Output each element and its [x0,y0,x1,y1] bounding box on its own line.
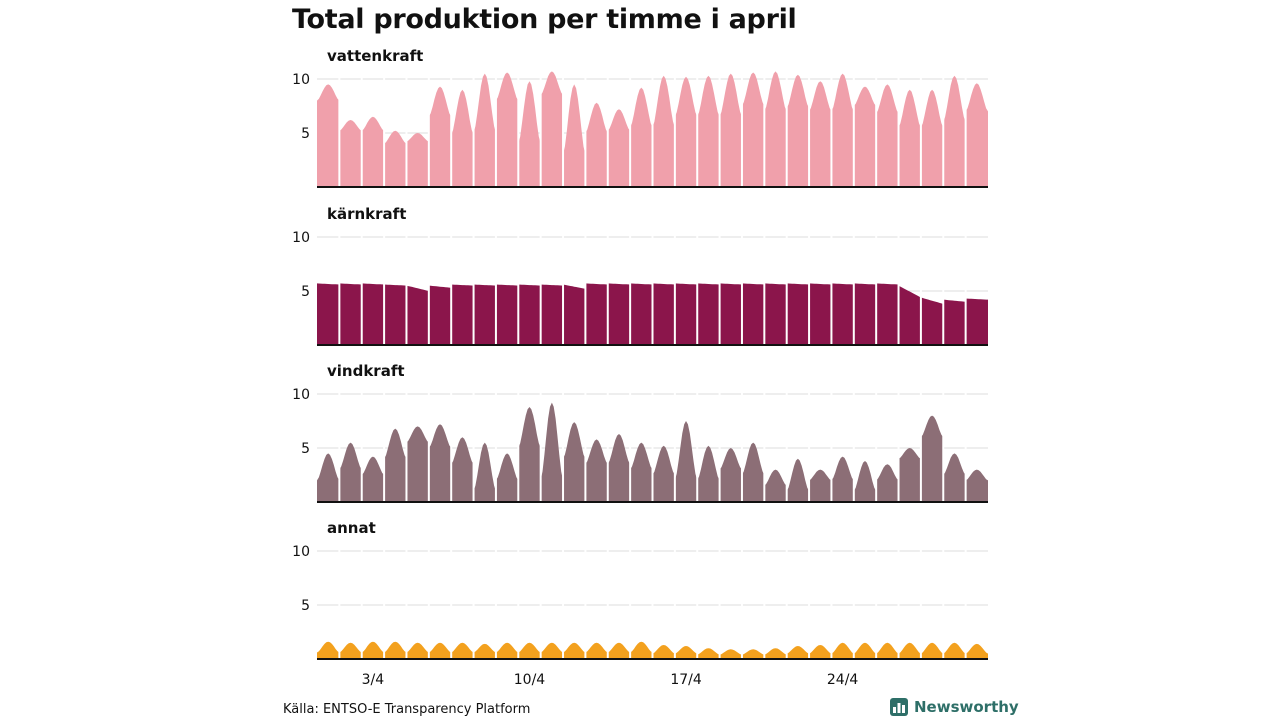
panel-0: 5 10 vattenkraft [292,47,988,188]
x-tick-label: 10/4 [514,672,546,688]
page-title: Total produktion per timme i april [292,4,797,35]
y-tick-label: 5 [301,598,310,614]
x-axis: 3/4 10/4 17/4 24/4 [362,672,859,688]
area-3 [317,641,988,659]
panel-label: annat [327,519,376,537]
panel-label: vindkraft [327,362,405,380]
x-tick-label: 3/4 [362,672,385,688]
y-tick-label: 10 [292,544,310,560]
brand-name: Newsworthy [914,698,1019,716]
source-note: Källa: ENTSO-E Transparency Platform [283,702,531,717]
panel-1: 5 10 kärnkraft [292,205,988,346]
brand[interactable]: Newsworthy [890,698,1019,716]
panel-label: kärnkraft [327,205,406,223]
y-tick-label: 5 [301,441,310,457]
chart-panels: 5 10 vattenkraft 5 10 kärnkraft 5 10 vindkraft 5 1… [292,47,988,660]
y-tick-label: 10 [292,387,310,403]
panel-label: vattenkraft [327,47,423,65]
panel-2: 5 10 vindkraft [292,362,988,503]
x-tick-label: 24/4 [827,672,859,688]
x-tick-label: 17/4 [670,672,702,688]
newsworthy-logo-icon [890,698,908,716]
panel-3: 5 10 annat [292,519,988,660]
y-tick-label: 10 [292,72,310,88]
area-2 [317,402,988,502]
y-tick-label: 5 [301,126,310,142]
y-tick-label: 10 [292,230,310,246]
y-tick-label: 5 [301,284,310,300]
